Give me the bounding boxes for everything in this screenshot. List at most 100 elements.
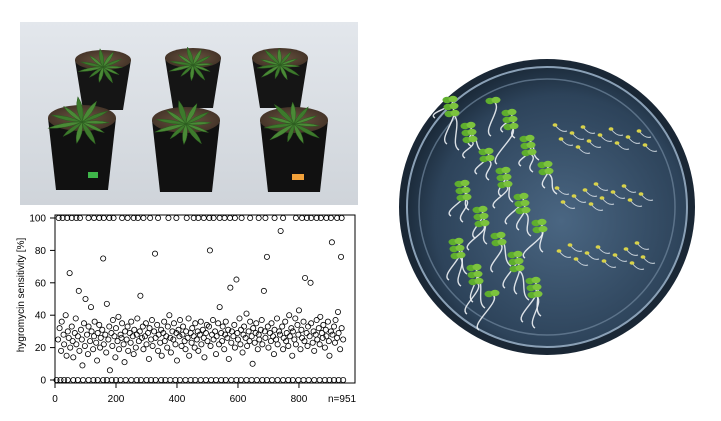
data-point xyxy=(221,346,228,353)
data-point xyxy=(87,304,94,311)
data-point xyxy=(283,338,290,345)
leaf xyxy=(293,106,309,125)
leaf xyxy=(102,66,120,76)
leaf xyxy=(88,66,104,78)
leaf xyxy=(273,103,295,125)
seedling-leaf xyxy=(556,249,562,253)
data-point xyxy=(231,321,238,328)
data-point xyxy=(258,317,265,324)
data-point xyxy=(152,250,159,257)
data-point xyxy=(329,331,336,338)
data-point xyxy=(206,247,213,254)
data-point xyxy=(236,315,243,322)
data-point xyxy=(231,214,238,221)
data-point xyxy=(316,341,323,348)
leaf xyxy=(81,110,109,123)
data-point xyxy=(269,376,276,383)
data-point xyxy=(139,323,146,330)
data-point xyxy=(80,320,87,327)
data-point xyxy=(172,341,179,348)
data-point xyxy=(129,333,136,340)
data-point xyxy=(84,331,91,338)
data-point xyxy=(61,341,68,348)
data-point xyxy=(270,351,277,358)
data-point xyxy=(213,333,220,340)
data-point xyxy=(133,376,140,383)
leaf xyxy=(192,64,206,81)
data-point xyxy=(72,315,79,322)
data-point xyxy=(195,347,202,354)
data-point xyxy=(163,333,170,340)
data-point xyxy=(277,227,284,234)
leaf xyxy=(154,123,187,133)
data-point xyxy=(187,376,194,383)
data-point xyxy=(302,274,309,281)
leaf xyxy=(279,64,288,81)
data-point xyxy=(185,315,192,322)
data-point xyxy=(306,333,313,340)
leaf xyxy=(102,58,123,68)
data-point xyxy=(300,318,307,325)
seedling-leaf xyxy=(515,264,525,272)
data-point xyxy=(209,317,216,324)
data-point xyxy=(90,346,97,353)
leaf xyxy=(102,65,123,69)
data-point xyxy=(190,333,197,340)
data-point xyxy=(151,328,158,335)
data-point xyxy=(219,323,226,330)
leaf xyxy=(81,121,96,145)
seedling-leaf xyxy=(448,95,458,103)
data-point xyxy=(106,323,113,330)
y-tick-label: 20 xyxy=(35,343,47,354)
seedling-leaf xyxy=(586,139,592,143)
x-tick-label: 800 xyxy=(291,394,308,405)
leaf xyxy=(102,51,114,68)
seedling-leaf xyxy=(513,250,523,258)
data-point xyxy=(164,344,171,351)
data-point xyxy=(239,349,246,356)
data-point xyxy=(81,342,88,349)
data-point xyxy=(295,376,302,383)
data-point xyxy=(64,328,71,335)
data-point xyxy=(256,336,263,343)
data-point xyxy=(58,318,65,325)
data-point xyxy=(80,376,87,383)
leaf xyxy=(186,46,194,66)
seedling-leaf xyxy=(502,173,512,181)
seedling-leaf xyxy=(484,147,494,155)
x-tick-label: 400 xyxy=(169,394,186,405)
data-point xyxy=(85,214,92,221)
data-point xyxy=(277,331,284,338)
seedling-leaf xyxy=(544,167,554,175)
y-tick-label: 60 xyxy=(35,278,47,289)
data-point xyxy=(85,323,92,330)
data-point xyxy=(286,312,293,319)
data-point xyxy=(216,341,223,348)
leaf xyxy=(293,123,321,139)
data-point xyxy=(248,333,255,340)
data-point xyxy=(228,376,235,383)
data-point xyxy=(240,331,247,338)
data-point xyxy=(167,334,174,341)
data-point xyxy=(213,351,220,358)
data-point xyxy=(122,376,129,383)
data-point xyxy=(194,328,201,335)
data-point xyxy=(76,347,83,354)
seedling-leaf xyxy=(636,129,642,133)
data-point xyxy=(316,376,323,383)
data-point xyxy=(212,328,219,335)
data-point xyxy=(291,336,298,343)
data-point xyxy=(268,320,275,327)
data-point xyxy=(261,328,268,335)
data-point xyxy=(193,336,200,343)
data-point xyxy=(247,318,254,325)
leaf xyxy=(269,123,295,141)
data-point xyxy=(295,331,302,338)
data-point xyxy=(242,334,249,341)
data-point xyxy=(109,317,116,324)
data-point xyxy=(145,330,152,337)
data-point xyxy=(301,338,308,345)
seedling-leaf xyxy=(514,257,524,265)
x-tick-label: 0 xyxy=(52,394,58,405)
data-point xyxy=(233,276,240,283)
